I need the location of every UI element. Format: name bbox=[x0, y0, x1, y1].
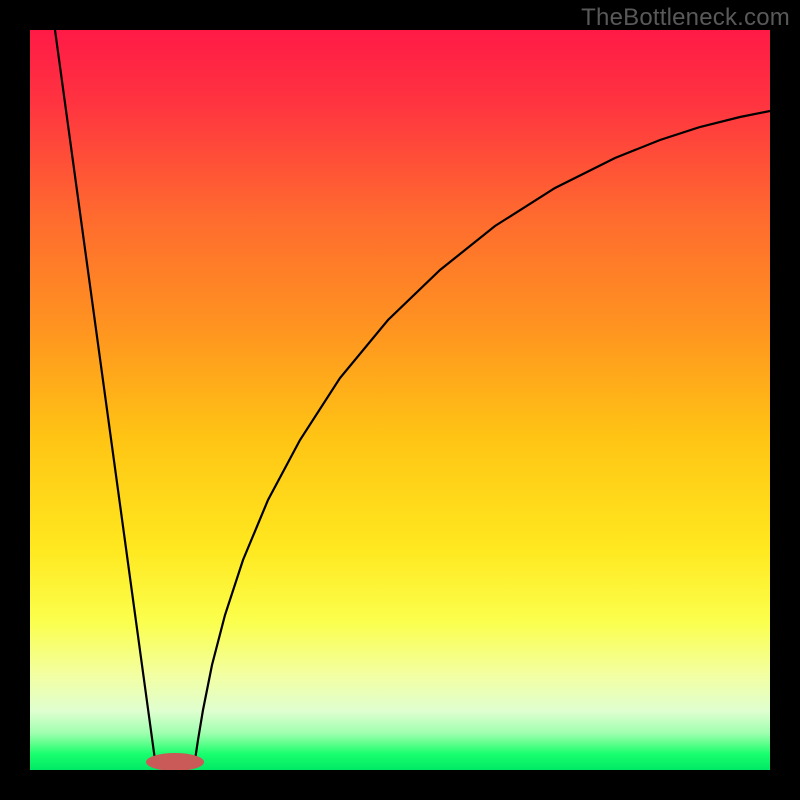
bottleneck-chart bbox=[0, 0, 800, 800]
bottleneck-marker bbox=[146, 753, 204, 771]
chart-container: TheBottleneck.com bbox=[0, 0, 800, 800]
watermark-text: TheBottleneck.com bbox=[581, 4, 790, 32]
